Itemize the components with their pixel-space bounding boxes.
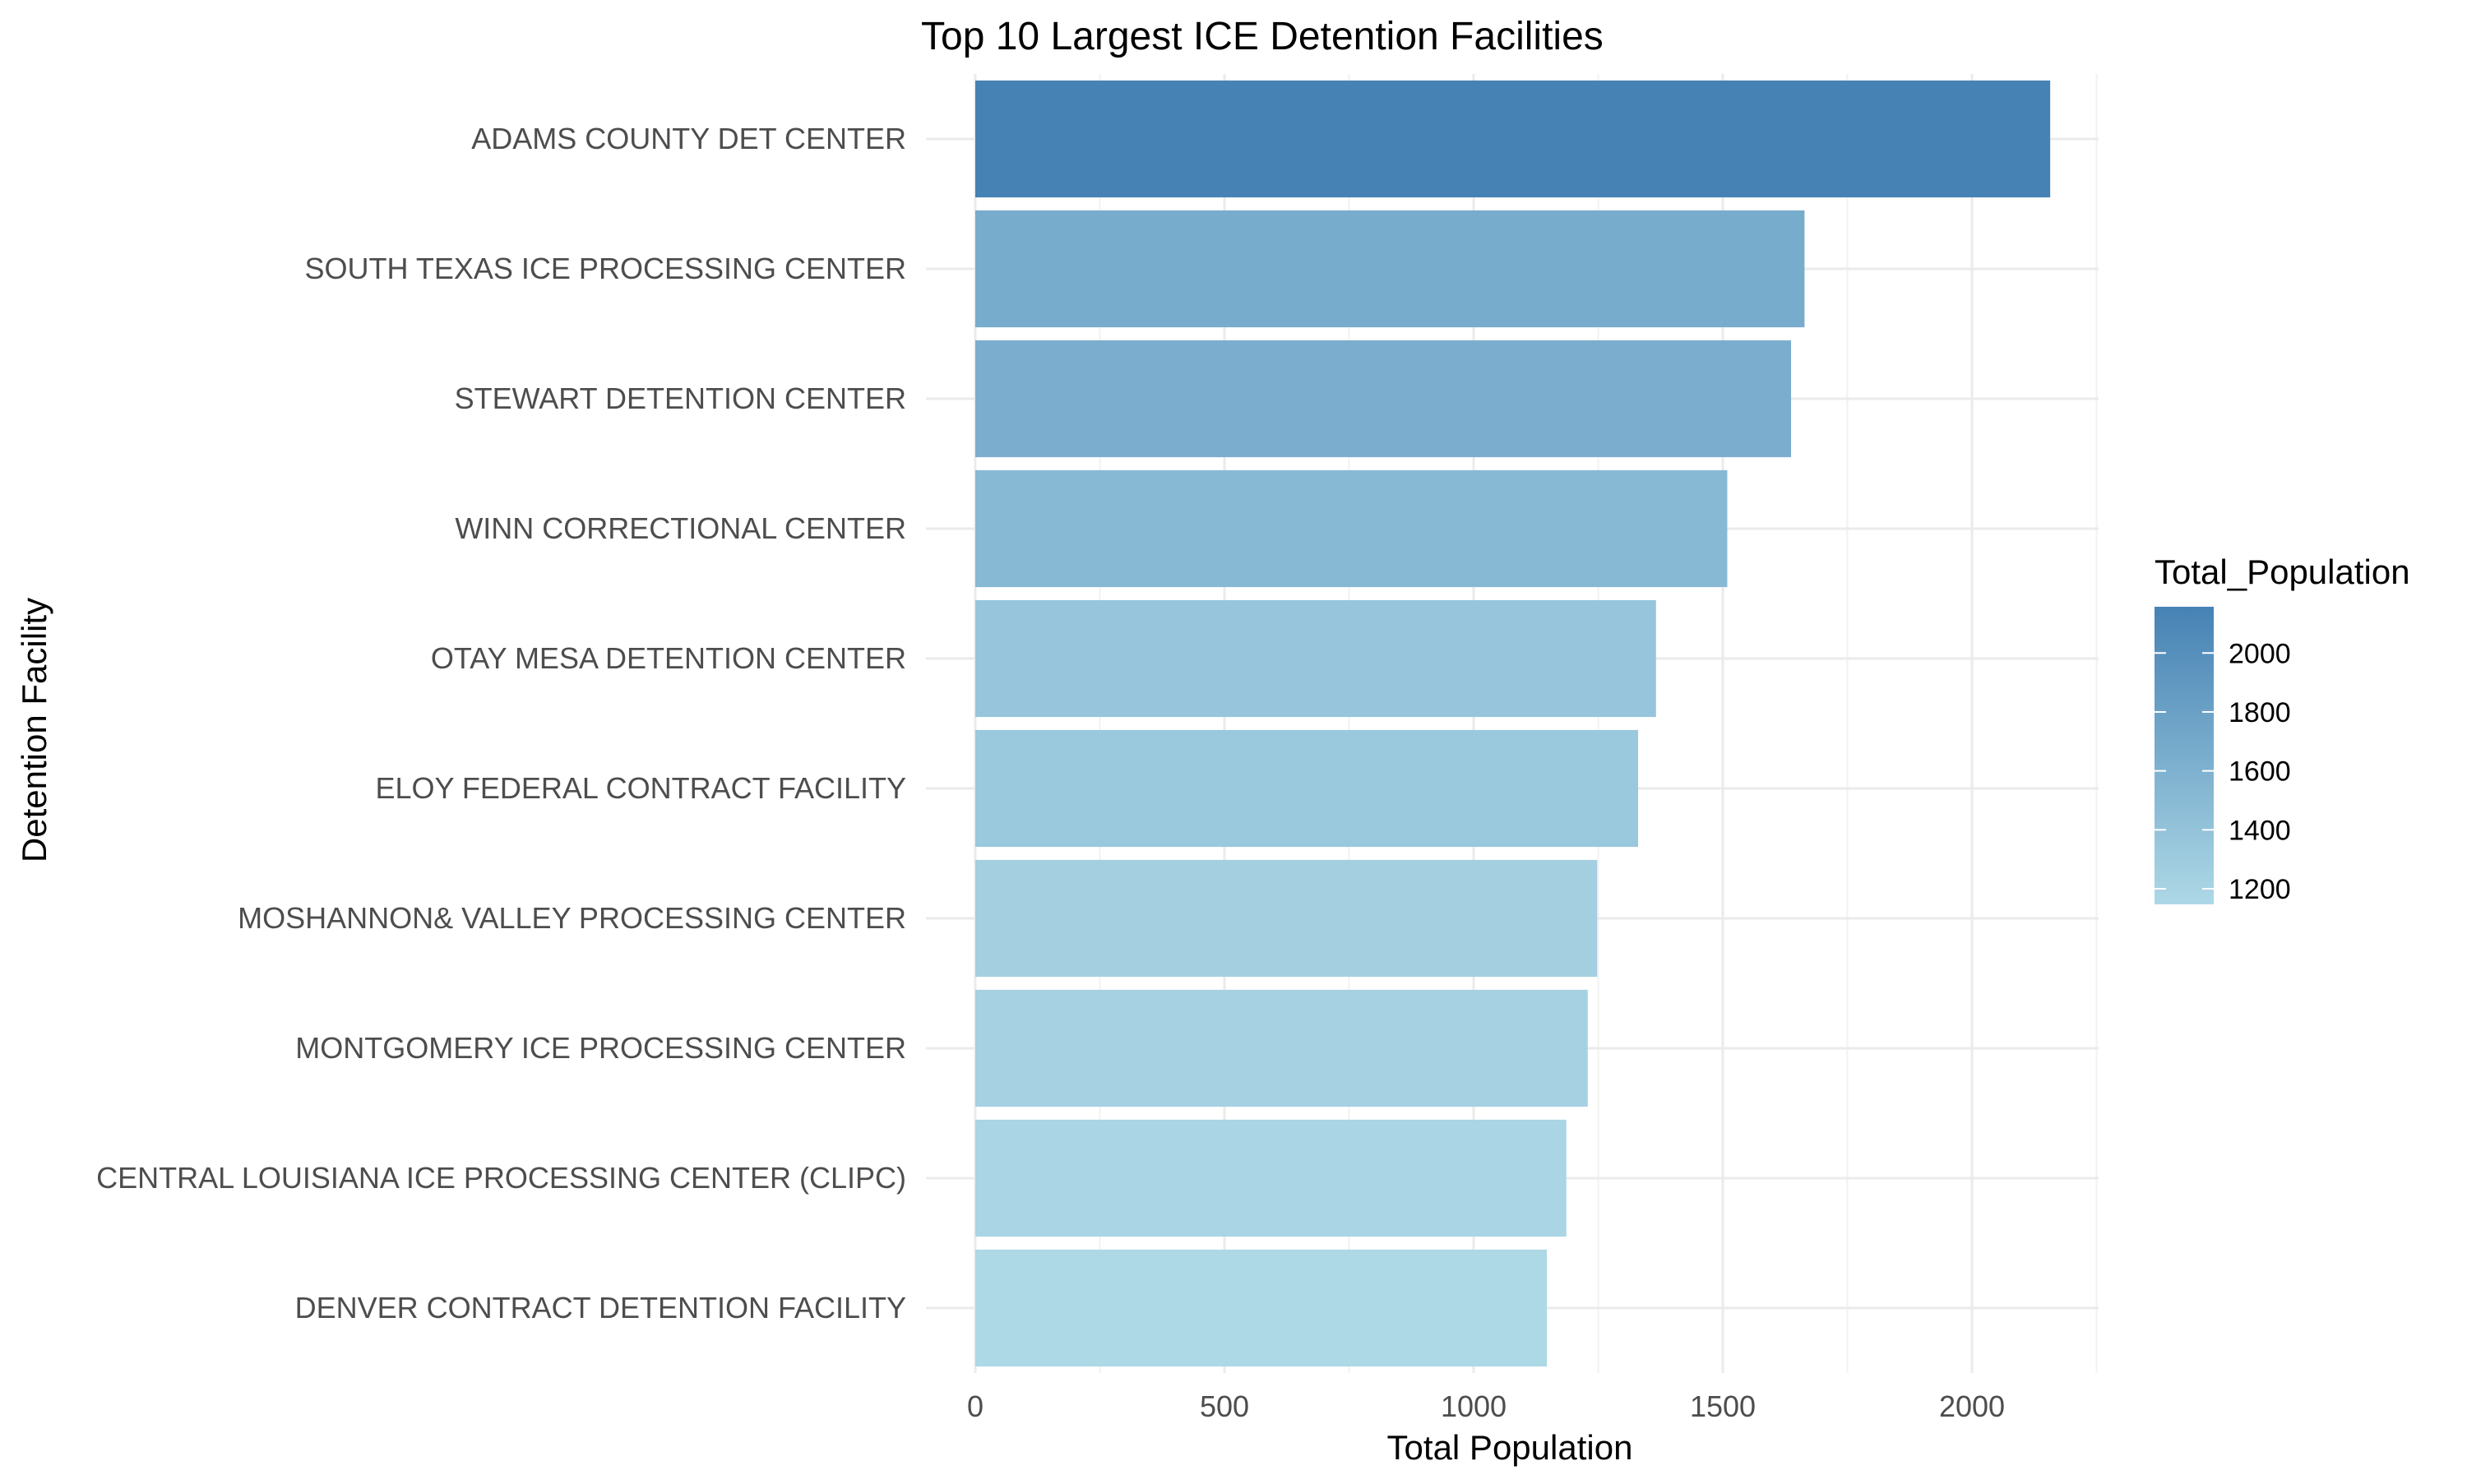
legend-tick-label: 1800 [2229,697,2291,728]
legend: Total_Population 1200 1400 1600 1800 2000 [2155,552,2410,905]
x-tick-label: 2000 [1939,1389,2005,1423]
bar [975,80,2051,198]
y-tick-label: ADAMS COUNTY DET CENTER [471,122,906,155]
bar [975,1249,1548,1367]
legend-tick-label: 1600 [2229,756,2291,788]
legend-tick-label: 2000 [2229,638,2291,669]
bar [975,599,1656,718]
bar [975,859,1598,978]
legend-title: Total_Population [2155,552,2410,591]
legend-tick-label: 1400 [2229,815,2291,846]
bar [975,729,1638,848]
y-tick-label: OTAY MESA DETENTION CENTER [431,641,906,675]
bar [975,1119,1567,1237]
y-tick-label: DENVER CONTRACT DETENTION FACILITY [295,1291,906,1325]
y-axis-title: Detention Facility [15,598,53,862]
y-tick-label: MONTGOMERY ICE PROCESSING CENTER [295,1031,906,1065]
x-axis-title: Total Population [1387,1428,1633,1467]
bar [975,989,1588,1107]
y-tick-label: SOUTH TEXAS ICE PROCESSING CENTER [305,252,906,285]
y-tick-label: ELOY FEDERAL CONTRACT FACILITY [376,771,907,805]
bar [975,469,1728,588]
x-tick-labels: 0 500 1000 1500 2000 [967,1389,2005,1423]
y-tick-label: STEWART DETENTION CENTER [455,381,906,415]
bar [975,210,1805,328]
chart-title: Top 10 Largest ICE Detention Facilities [921,15,1604,58]
y-tick-label: MOSHANNON& VALLEY PROCESSING CENTER [238,901,906,935]
x-tick-label: 1500 [1690,1389,1756,1423]
legend-colorbar [2155,607,2214,904]
y-tick-label: WINN CORRECTIONAL CENTER [455,511,906,545]
x-tick-label: 500 [1200,1389,1249,1423]
x-tick-label: 0 [967,1389,984,1423]
bars [975,80,2051,1367]
legend-ticks: 1200 1400 1600 1800 2000 [2155,638,2291,905]
bar [975,340,1792,458]
y-tick-labels: ADAMS COUNTY DET CENTER SOUTH TEXAS ICE P… [96,122,906,1325]
y-tick-label: CENTRAL LOUISIANA ICE PROCESSING CENTER … [96,1161,906,1195]
legend-tick-label: 1200 [2229,874,2291,905]
x-tick-label: 1000 [1441,1389,1507,1423]
